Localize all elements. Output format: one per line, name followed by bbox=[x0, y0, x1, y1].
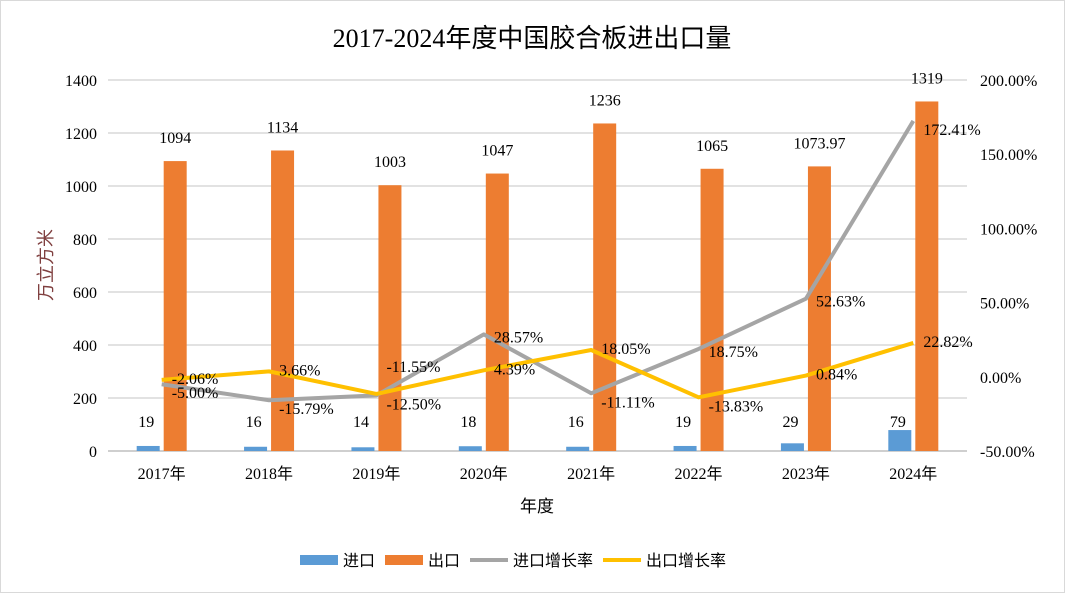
x-tick-label: 2018年 bbox=[245, 465, 293, 483]
import-bar bbox=[888, 430, 912, 451]
y-tick-label: 200 bbox=[73, 391, 97, 408]
import-data-label: 16 bbox=[246, 414, 262, 431]
x-tick-label: 2019年 bbox=[352, 465, 400, 483]
import-data-label: 19 bbox=[138, 414, 154, 431]
legend-entry: 出口 bbox=[428, 552, 460, 570]
x-tick-label: 2023年 bbox=[782, 465, 830, 483]
y-tick-label: 1400 bbox=[65, 73, 97, 90]
y-tick-label: 600 bbox=[73, 285, 97, 302]
import-bar bbox=[673, 445, 697, 451]
export-bar bbox=[700, 168, 724, 451]
export-bar bbox=[485, 173, 509, 452]
export-data-label: 1094 bbox=[159, 130, 191, 147]
y-tick-label: 1000 bbox=[65, 179, 97, 196]
y-tick-label: 0 bbox=[89, 444, 97, 461]
import-data-label: 19 bbox=[675, 414, 691, 431]
chart-title: 2017-2024年度中国胶合板进出口量 bbox=[333, 24, 732, 53]
x-tick-label: 2020年 bbox=[460, 465, 508, 483]
import-bar bbox=[136, 445, 160, 451]
import-growth-data-label: 52.63% bbox=[816, 294, 865, 311]
import-bar bbox=[351, 447, 375, 451]
import-growth-line bbox=[161, 119, 916, 403]
export-growth-data-label: 0.84% bbox=[816, 367, 857, 384]
legend-swatch bbox=[300, 555, 338, 565]
y-tick-label: 1200 bbox=[65, 126, 97, 143]
y-tick-label: 800 bbox=[73, 232, 97, 249]
export-growth-data-label: -11.55% bbox=[386, 359, 440, 376]
import-data-label: 18 bbox=[460, 414, 476, 431]
export-data-label: 1236 bbox=[589, 92, 621, 109]
export-bar bbox=[163, 161, 187, 451]
x-tick-label: 2022年 bbox=[675, 465, 723, 483]
y-tick-label: 400 bbox=[73, 338, 97, 355]
export-data-label: 1319 bbox=[911, 70, 943, 87]
y2-tick-label: 0.00% bbox=[980, 370, 1021, 387]
import-growth-data-label: -5.00% bbox=[172, 385, 219, 402]
legend-entry: 进口 bbox=[343, 552, 375, 570]
export-data-label: 1003 bbox=[374, 154, 406, 171]
x-tick-label: 2017年 bbox=[138, 465, 186, 483]
x-tick-label: 2021年 bbox=[567, 465, 615, 483]
import-data-label: 16 bbox=[568, 414, 584, 431]
x-axis-label: 年度 bbox=[520, 497, 554, 516]
y2-tick-label: 50.00% bbox=[980, 296, 1029, 313]
import-growth-data-label: -12.50% bbox=[386, 396, 441, 413]
x-tick-label: 2024年 bbox=[889, 465, 937, 483]
import-bar bbox=[458, 446, 482, 451]
y2-tick-label: 100.00% bbox=[980, 221, 1037, 238]
import-data-label: 14 bbox=[353, 414, 369, 431]
import-growth-data-label: 28.57% bbox=[494, 329, 543, 346]
import-growth-data-label: -11.11% bbox=[601, 394, 654, 411]
export-growth-data-label: 3.66% bbox=[279, 362, 320, 379]
legend-entry: 出口增长率 bbox=[646, 552, 726, 570]
import-growth-data-label: 172.41% bbox=[923, 122, 980, 139]
import-bar bbox=[244, 446, 268, 451]
import-data-label: 79 bbox=[890, 414, 906, 431]
import-growth-data-label: 18.75% bbox=[709, 344, 758, 361]
export-bar bbox=[593, 123, 617, 452]
export-data-label: 1065 bbox=[696, 138, 728, 155]
export-growth-data-label: -2.06% bbox=[172, 371, 219, 388]
import-bar bbox=[566, 446, 590, 451]
export-data-label: 1073.97 bbox=[793, 135, 845, 152]
export-growth-data-label: 18.05% bbox=[601, 341, 650, 358]
import-data-label: 29 bbox=[782, 414, 798, 431]
legend-entry: 进口增长率 bbox=[513, 552, 593, 570]
export-bar bbox=[915, 101, 939, 451]
export-growth-data-label: 4.39% bbox=[494, 361, 535, 378]
export-growth-data-label: -13.83% bbox=[709, 398, 764, 415]
y2-tick-label: 150.00% bbox=[980, 147, 1037, 164]
export-growth-line bbox=[161, 341, 914, 400]
export-bar bbox=[807, 166, 831, 451]
legend-swatch bbox=[385, 555, 423, 565]
y-axis-label: 万立方米 bbox=[36, 229, 56, 301]
y2-tick-label: -50.00% bbox=[980, 444, 1035, 461]
export-growth-data-label: 22.82% bbox=[923, 334, 972, 351]
import-growth-data-label: -15.79% bbox=[279, 401, 334, 418]
import-bar bbox=[780, 443, 804, 451]
y2-tick-label: 200.00% bbox=[980, 73, 1037, 90]
export-data-label: 1134 bbox=[267, 119, 298, 136]
export-data-label: 1047 bbox=[481, 143, 513, 160]
